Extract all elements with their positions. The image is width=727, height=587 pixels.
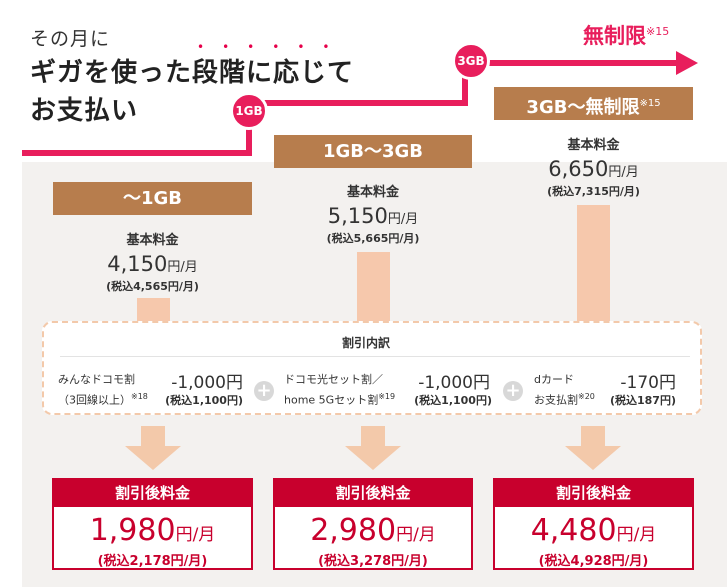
tier-base-2: 基本料金 5,150円/月 (税込5,665円/月) [326, 185, 420, 245]
discount-breakdown-box [42, 321, 702, 415]
plus-icon: + [254, 381, 274, 401]
down-arrow-icon [125, 426, 181, 470]
heading-line-2: ギガを使った段階に応じて [30, 58, 355, 88]
discount-tax-2: (税込1,100円) [414, 394, 492, 407]
tier-pillar-1 [137, 298, 170, 322]
step-line-segment-2 [246, 100, 468, 106]
tier-label-1: 〜1GB [53, 182, 252, 215]
step-line-segment-3 [462, 60, 682, 66]
discount-name-3: dカード お支払割※20 [534, 373, 595, 407]
tier-base-3: 基本料金 6,650円/月 (税込7,315円/月) [547, 138, 640, 198]
discount-name-1: みんなドコモ割 （3回線以上）※18 [58, 373, 148, 407]
emphasis-dots: •••••• [197, 40, 348, 54]
final-price-card-2: 割引後料金 2,980円/月 (税込3,278円/月) [273, 478, 473, 570]
discount-amount-3: -170円 [620, 373, 676, 393]
marker-1gb: 1GB [230, 92, 268, 130]
tier-label-2: 1GB〜3GB [274, 135, 472, 168]
tier-base-1: 基本料金 4,150円/月 (税込4,565円/月) [106, 233, 199, 293]
discount-amount-1: -1,000円 [171, 373, 243, 393]
discount-tax-3: (税込187円) [609, 394, 676, 407]
discount-amount-2: -1,000円 [418, 373, 490, 393]
marker-3gb: 3GB [452, 42, 490, 80]
discount-divider [60, 356, 690, 357]
tier-label-3: 3GB〜無制限※15 [494, 87, 693, 120]
discount-tax-1: (税込1,100円) [165, 394, 243, 407]
final-price-card-3: 割引後料金 4,480円/月 (税込4,928円/月) [493, 478, 694, 570]
arrow-head-icon [676, 51, 698, 75]
step-line-segment-1 [22, 150, 252, 156]
down-arrow-icon [565, 426, 621, 470]
step-line-riser-2 [462, 60, 468, 106]
heading-line-3: お支払い [30, 96, 139, 126]
discount-name-2: ドコモ光セット割／ home 5Gセット割※19 [284, 373, 396, 407]
discount-title: 割引内訳 [342, 336, 391, 350]
plus-icon: + [503, 381, 523, 401]
tier-pillar-2 [357, 252, 390, 322]
unlimited-label: 無制限※15 [583, 24, 670, 48]
down-arrow-icon [345, 426, 401, 470]
heading-line-1: その月に [30, 28, 111, 50]
final-price-card-1: 割引後料金 1,980円/月 (税込2,178円/月) [52, 478, 253, 570]
tier-pillar-3 [577, 205, 610, 322]
